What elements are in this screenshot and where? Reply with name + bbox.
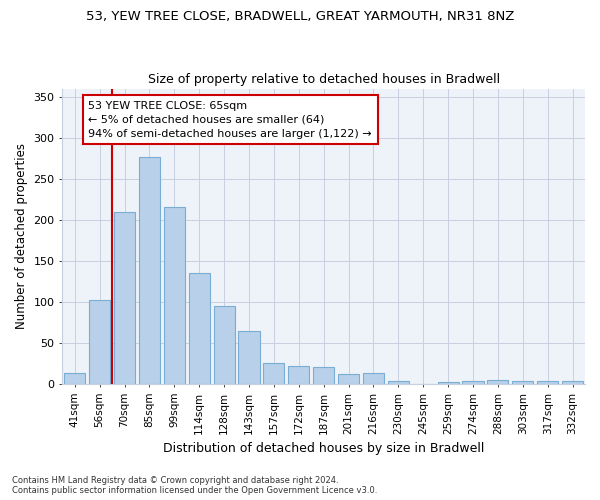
Bar — [263, 364, 284, 384]
Bar — [139, 156, 160, 384]
Text: 53, YEW TREE CLOSE, BRADWELL, GREAT YARMOUTH, NR31 8NZ: 53, YEW TREE CLOSE, BRADWELL, GREAT YARM… — [86, 10, 514, 23]
Title: Size of property relative to detached houses in Bradwell: Size of property relative to detached ho… — [148, 73, 500, 86]
Bar — [437, 382, 458, 384]
Bar — [487, 380, 508, 384]
Text: Contains HM Land Registry data © Crown copyright and database right 2024.
Contai: Contains HM Land Registry data © Crown c… — [12, 476, 377, 495]
Text: 53 YEW TREE CLOSE: 65sqm
← 5% of detached houses are smaller (64)
94% of semi-de: 53 YEW TREE CLOSE: 65sqm ← 5% of detache… — [88, 101, 372, 139]
X-axis label: Distribution of detached houses by size in Bradwell: Distribution of detached houses by size … — [163, 442, 484, 455]
Bar — [338, 374, 359, 384]
Bar — [512, 382, 533, 384]
Bar — [537, 382, 558, 384]
Bar — [463, 382, 484, 384]
Bar — [313, 366, 334, 384]
Bar — [114, 212, 135, 384]
Bar — [89, 300, 110, 384]
Bar — [64, 373, 85, 384]
Bar — [562, 382, 583, 384]
Bar — [238, 330, 260, 384]
Bar — [164, 206, 185, 384]
Bar — [363, 373, 384, 384]
Bar — [214, 306, 235, 384]
Bar — [288, 366, 310, 384]
Y-axis label: Number of detached properties: Number of detached properties — [15, 143, 28, 329]
Bar — [388, 382, 409, 384]
Bar — [188, 273, 210, 384]
